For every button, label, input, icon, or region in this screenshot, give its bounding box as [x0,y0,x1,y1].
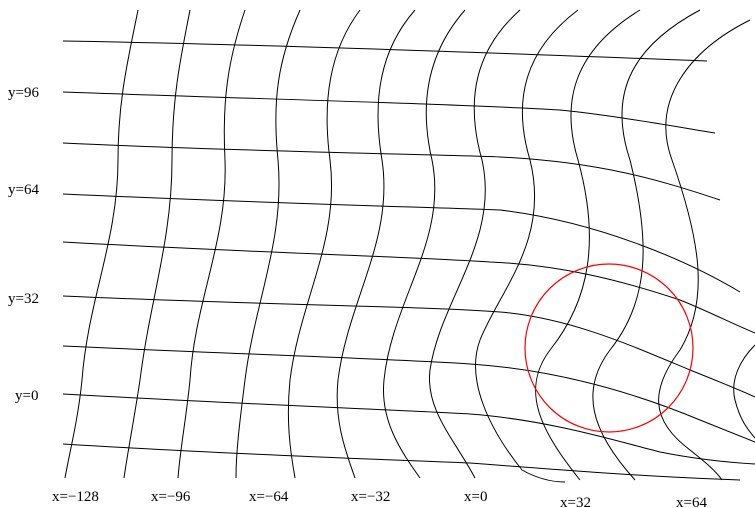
y-label: y=96 [8,85,39,101]
horizontal-grid-line [62,91,716,134]
horizontal-grid-line [62,295,755,398]
x-label: x=−128 [52,489,99,505]
y-label: y=32 [8,291,39,307]
vertical-grid-line [235,9,301,479]
vertical-grid-line [592,9,701,481]
y-axis-labels: y=96 y=64 y=32 y=0 [8,85,39,404]
vertical-grid-line [658,19,751,481]
vertical-grid-line [177,9,246,479]
horizontal-grid-line [62,193,741,293]
highlight-circle [524,263,694,433]
vertical-grid-line [733,344,755,439]
x-label: x=−32 [351,489,390,505]
vertical-grid-line [336,9,416,479]
vertical-grid-lines [64,9,755,483]
vertical-grid-line [535,9,641,481]
x-axis-labels: x=−128 x=−96 x=−64 x=−32 x=0 x=32 x=64 [52,489,707,508]
x-label: x=−64 [249,489,289,505]
vertical-grid-line [123,9,191,479]
x-label: x=0 [464,489,487,505]
x-label: x=32 [560,495,591,508]
horizontal-grid-line [62,241,755,334]
vertical-grid-line [428,9,521,479]
horizontal-grid-line [62,40,708,62]
x-label: x=−96 [151,489,191,505]
horizontal-grid-lines [62,40,755,481]
vertical-grid-line [287,9,361,479]
y-label: y=0 [15,388,38,404]
horizontal-grid-line [62,443,741,481]
horizontal-grid-line [62,393,755,465]
vertical-grid-line [382,9,466,479]
horizontal-grid-line [62,345,755,443]
vertical-grid-line [64,9,139,479]
horizontal-grid-line [62,142,721,201]
y-label: y=64 [8,182,39,198]
x-label: x=64 [676,495,707,508]
vertical-grid-line [475,9,579,483]
